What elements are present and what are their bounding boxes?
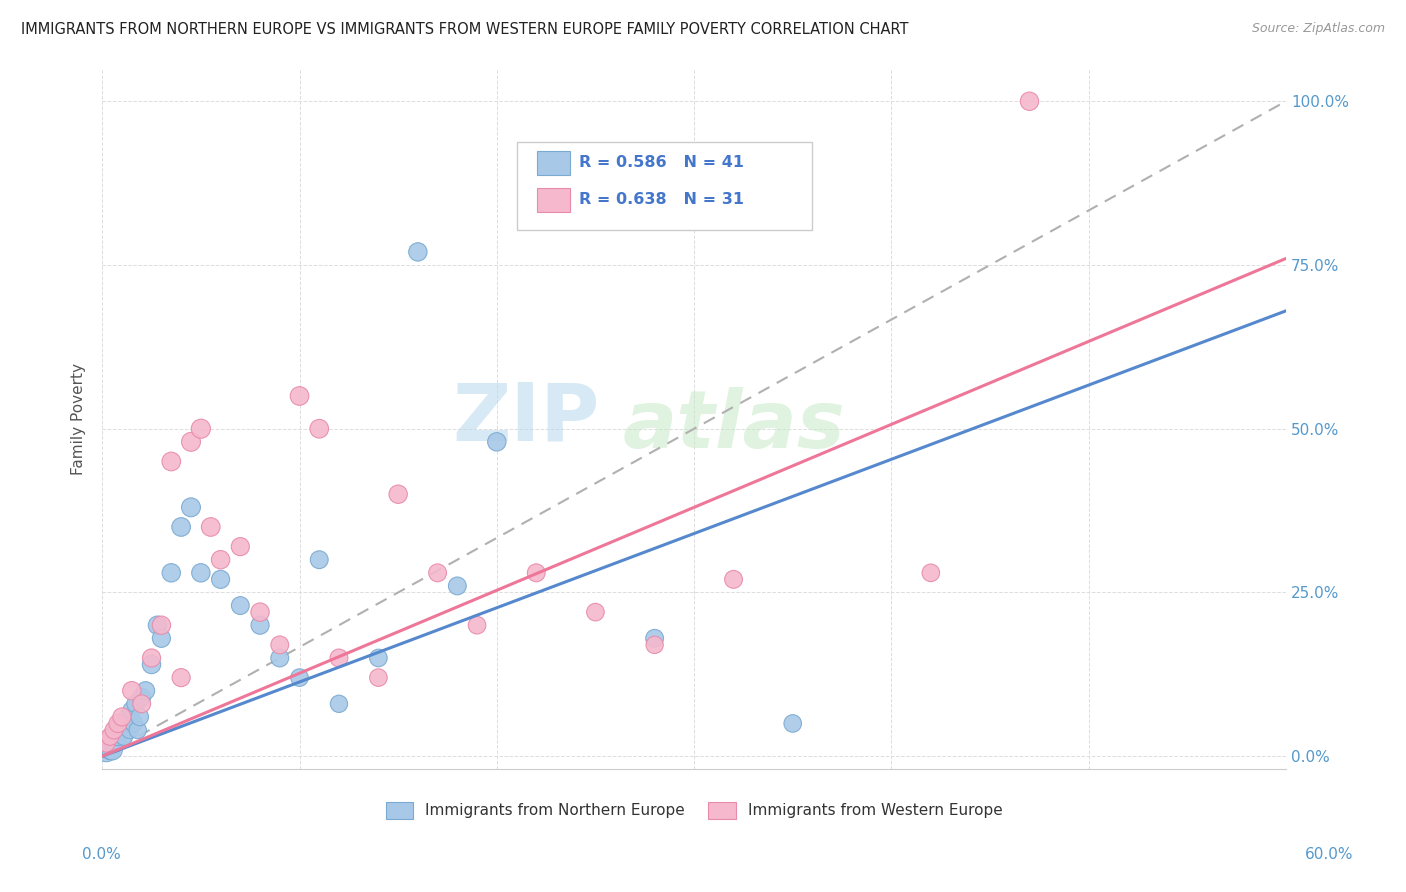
- Point: [107, 716, 129, 731]
- Point: [170, 520, 193, 534]
- Point: [160, 566, 183, 580]
- Text: R = 0.586   N = 41: R = 0.586 N = 41: [579, 155, 744, 169]
- Point: [127, 723, 149, 737]
- Point: [141, 651, 163, 665]
- Point: [782, 716, 804, 731]
- Point: [98, 730, 121, 744]
- Point: [101, 742, 124, 756]
- Point: [115, 716, 138, 731]
- Point: [583, 605, 606, 619]
- Point: [229, 540, 252, 554]
- Text: 0.0%: 0.0%: [82, 847, 121, 862]
- Point: [465, 618, 488, 632]
- Point: [387, 487, 409, 501]
- Point: [190, 422, 212, 436]
- Point: [170, 671, 193, 685]
- Text: Source: ZipAtlas.com: Source: ZipAtlas.com: [1251, 22, 1385, 36]
- Point: [150, 632, 173, 646]
- Point: [97, 736, 120, 750]
- Point: [190, 566, 212, 580]
- Point: [920, 566, 942, 580]
- Point: [209, 552, 232, 566]
- Point: [96, 736, 118, 750]
- Point: [367, 671, 389, 685]
- Point: [288, 671, 311, 685]
- Point: [426, 566, 449, 580]
- Point: [141, 657, 163, 672]
- Text: R = 0.638   N = 31: R = 0.638 N = 31: [579, 192, 744, 207]
- Point: [249, 618, 271, 632]
- Text: IMMIGRANTS FROM NORTHERN EUROPE VS IMMIGRANTS FROM WESTERN EUROPE FAMILY POVERTY: IMMIGRANTS FROM NORTHERN EUROPE VS IMMIG…: [21, 22, 908, 37]
- Point: [160, 454, 183, 468]
- Point: [105, 723, 128, 737]
- Point: [524, 566, 547, 580]
- Point: [269, 651, 291, 665]
- Point: [131, 697, 153, 711]
- Point: [101, 730, 124, 744]
- Point: [103, 723, 125, 737]
- Point: [117, 710, 139, 724]
- Legend: Immigrants from Northern Europe, Immigrants from Western Europe: Immigrants from Northern Europe, Immigra…: [380, 796, 1008, 825]
- Point: [328, 651, 350, 665]
- Point: [485, 434, 508, 449]
- Point: [121, 683, 143, 698]
- Point: [122, 716, 145, 731]
- Point: [118, 723, 141, 737]
- Point: [644, 632, 666, 646]
- Point: [180, 434, 202, 449]
- Point: [308, 422, 330, 436]
- Point: [96, 742, 118, 756]
- Point: [108, 716, 131, 731]
- FancyBboxPatch shape: [516, 142, 813, 230]
- Point: [723, 573, 745, 587]
- Point: [146, 618, 169, 632]
- Point: [644, 638, 666, 652]
- Bar: [537, 188, 569, 212]
- Point: [200, 520, 222, 534]
- Point: [1018, 95, 1040, 109]
- Point: [112, 730, 135, 744]
- Point: [249, 605, 271, 619]
- Point: [328, 697, 350, 711]
- Point: [111, 710, 134, 724]
- Point: [367, 651, 389, 665]
- Point: [107, 730, 129, 744]
- Point: [209, 573, 232, 587]
- Point: [446, 579, 468, 593]
- Point: [98, 742, 121, 756]
- Text: atlas: atlas: [623, 387, 846, 465]
- Text: ZIP: ZIP: [453, 380, 599, 458]
- Text: 60.0%: 60.0%: [1305, 847, 1353, 862]
- Point: [229, 599, 252, 613]
- Point: [308, 552, 330, 566]
- Point: [128, 710, 150, 724]
- Point: [131, 690, 153, 705]
- Point: [135, 683, 157, 698]
- Point: [269, 638, 291, 652]
- Point: [288, 389, 311, 403]
- Point: [125, 697, 148, 711]
- Point: [180, 500, 202, 515]
- Point: [406, 244, 429, 259]
- Point: [111, 723, 134, 737]
- Point: [121, 703, 143, 717]
- Point: [150, 618, 173, 632]
- Y-axis label: Family Poverty: Family Poverty: [72, 363, 86, 475]
- Bar: [537, 152, 569, 175]
- Point: [103, 736, 125, 750]
